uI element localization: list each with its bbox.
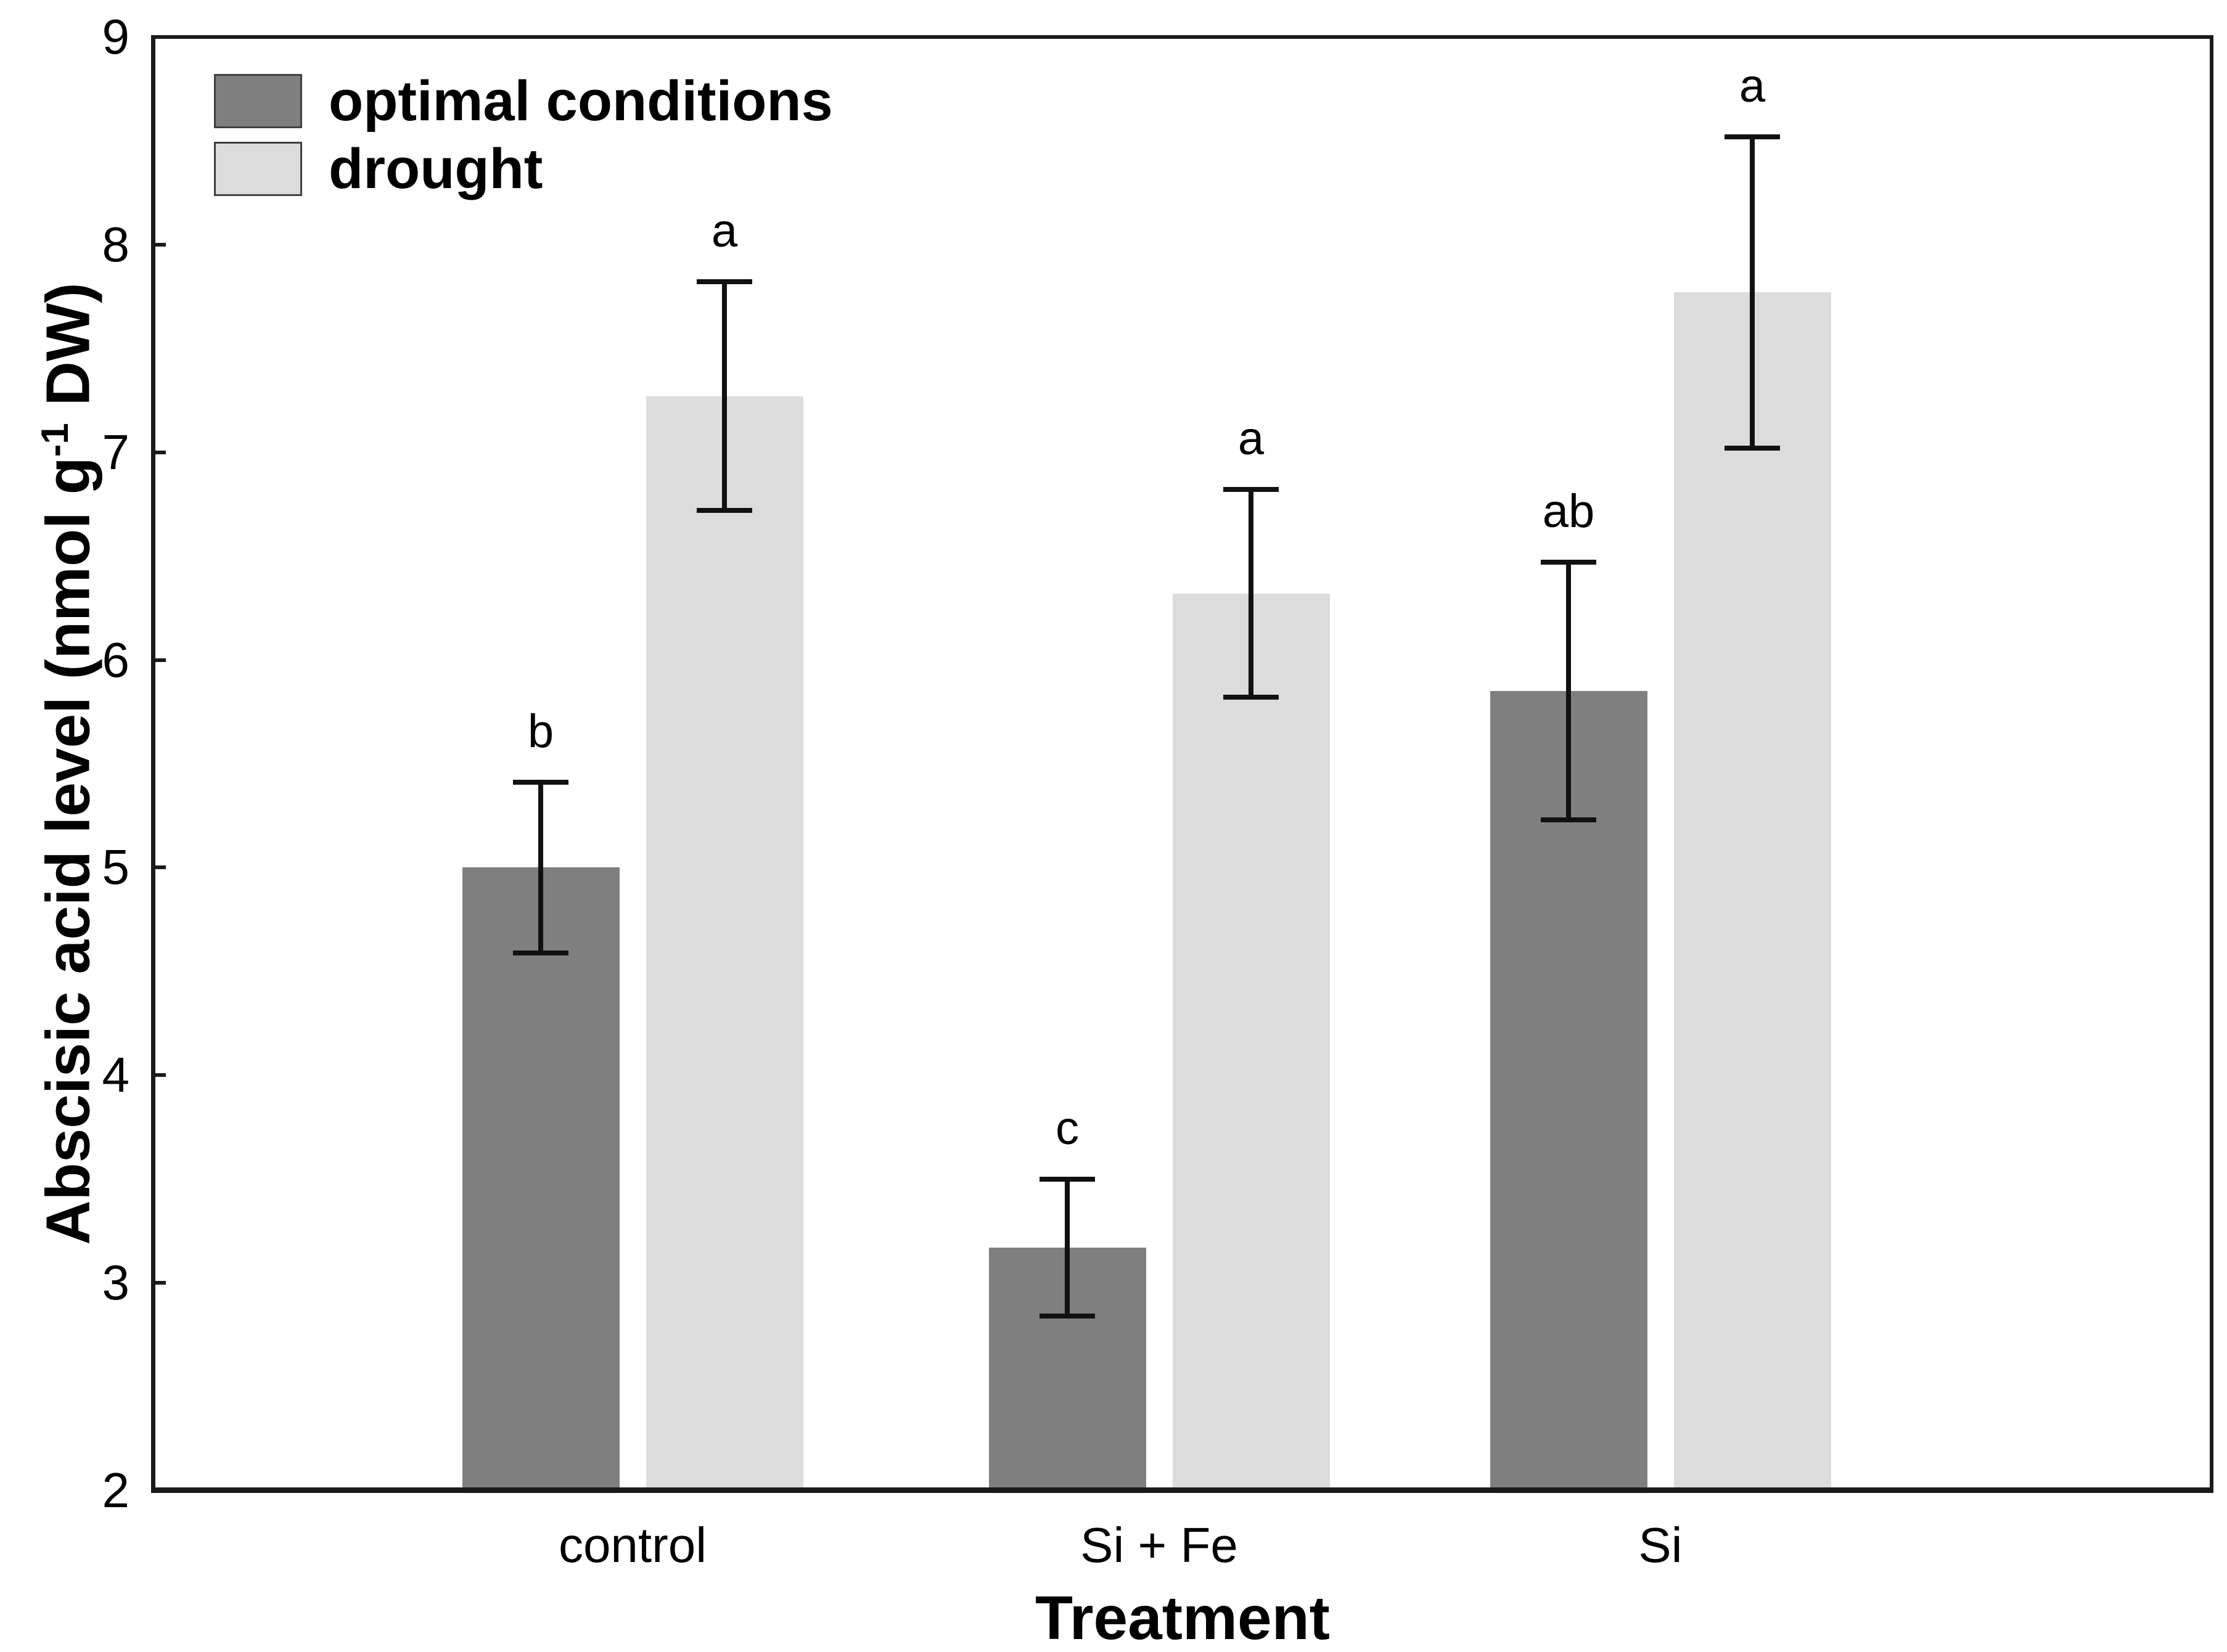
error-bar-line bbox=[1750, 136, 1755, 448]
legend-label-drought: drought bbox=[329, 137, 543, 200]
y-axis-tick bbox=[155, 1489, 166, 1492]
x-category-label: Si bbox=[1638, 1518, 1683, 1572]
legend-label-optimal-conditions: optimal conditions bbox=[329, 70, 833, 133]
y-axis-tick-label: 7 bbox=[102, 424, 130, 480]
y-axis-tick bbox=[155, 1281, 166, 1285]
y-axis-tick bbox=[155, 865, 166, 870]
y-axis-tick bbox=[155, 450, 166, 454]
error-bar-bottom-cap bbox=[1725, 445, 1780, 451]
error-bar-bottom-cap bbox=[1223, 695, 1279, 700]
error-bar-top-cap bbox=[1223, 487, 1279, 493]
error-bar-bottom-cap bbox=[1541, 817, 1596, 822]
error-bar-line bbox=[1566, 562, 1571, 820]
y-axis-tick bbox=[155, 242, 166, 247]
bar-optimal-conditions-Si bbox=[1490, 691, 1647, 1487]
y-axis-tick bbox=[155, 35, 166, 39]
significance-letter: ab bbox=[1542, 485, 1595, 538]
error-bar-top-cap bbox=[1725, 134, 1780, 139]
y-axis-title-suffix: DW) bbox=[33, 282, 103, 423]
x-axis-title: Treatment bbox=[1035, 1584, 1330, 1652]
y-axis-tick-label: 8 bbox=[102, 216, 130, 272]
bar-drought-control bbox=[646, 396, 803, 1487]
bar-drought-Si bbox=[1673, 292, 1831, 1487]
legend-swatch-drought bbox=[214, 142, 302, 196]
x-category-label: control bbox=[558, 1518, 707, 1572]
significance-letter: a bbox=[1237, 412, 1265, 465]
error-bar-bottom-cap bbox=[513, 950, 568, 955]
y-axis-tick-label: 6 bbox=[102, 632, 130, 687]
y-axis-tick-label: 5 bbox=[102, 840, 130, 895]
y-axis-tick-label: 2 bbox=[102, 1463, 130, 1518]
significance-letter: a bbox=[1739, 59, 1766, 112]
error-bar-bottom-cap bbox=[697, 508, 752, 513]
y-axis-tick bbox=[155, 658, 166, 662]
error-bar-top-cap bbox=[513, 780, 568, 785]
x-category-label: Si + Fe bbox=[1080, 1518, 1238, 1572]
error-bar-top-cap bbox=[697, 279, 752, 285]
error-bar-line bbox=[722, 282, 727, 511]
significance-letter: b bbox=[527, 705, 554, 758]
error-bar-top-cap bbox=[1040, 1176, 1095, 1182]
y-axis-tick-label: 3 bbox=[102, 1255, 130, 1311]
legend-swatch-optimal-conditions bbox=[214, 74, 302, 128]
plot-area-frame bbox=[151, 35, 2213, 1493]
y-axis-tick-label: 4 bbox=[102, 1047, 130, 1103]
y-axis-tick-label: 9 bbox=[102, 9, 130, 64]
error-bar-line bbox=[538, 782, 543, 953]
error-bar-line bbox=[1065, 1179, 1070, 1317]
bar-optimal-conditions-control bbox=[462, 867, 620, 1487]
error-bar-top-cap bbox=[1541, 560, 1596, 565]
error-bar-bottom-cap bbox=[1040, 1314, 1095, 1319]
significance-letter: c bbox=[1056, 1102, 1079, 1155]
error-bar-line bbox=[1249, 489, 1253, 698]
significance-letter: a bbox=[711, 205, 738, 258]
bar-drought-Si+Fe bbox=[1172, 593, 1330, 1487]
y-axis-tick bbox=[155, 1073, 166, 1077]
